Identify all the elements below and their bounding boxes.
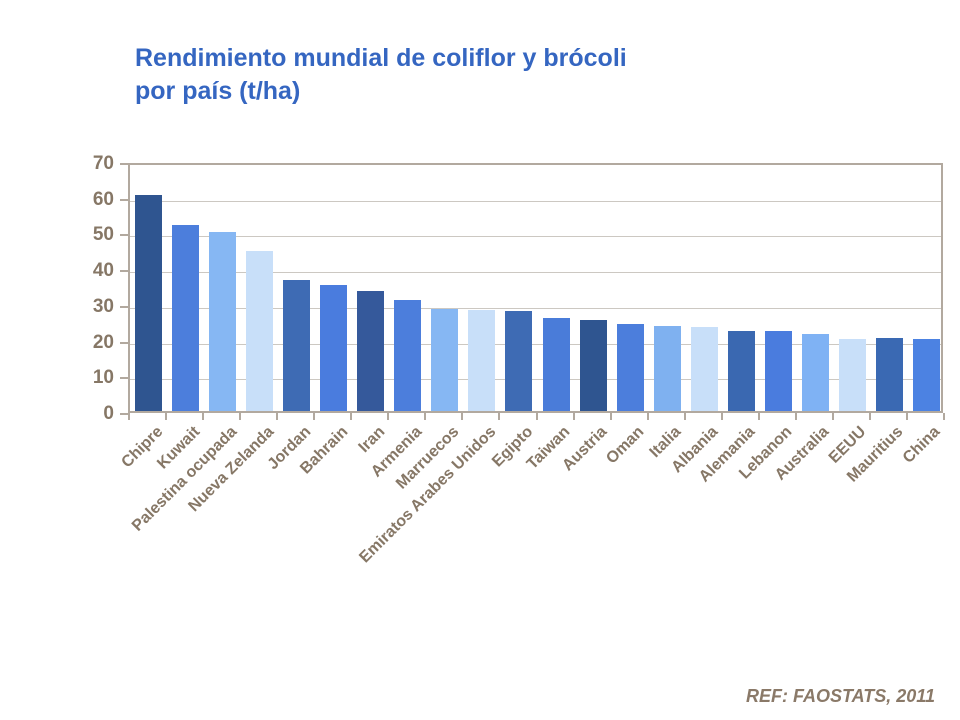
- x-axis-tick: [461, 413, 464, 420]
- y-axis-tick-label: 50: [92, 224, 114, 246]
- gridline: [130, 343, 941, 345]
- y-axis-tick-label: 0: [103, 403, 114, 424]
- bar-mauritius: [875, 338, 903, 411]
- gridline: [130, 379, 941, 381]
- x-axis-tick: [239, 413, 242, 420]
- bar-jordan: [283, 280, 311, 411]
- gridline: [130, 272, 941, 274]
- y-axis-tick: [120, 305, 128, 308]
- x-axis-tick: [276, 413, 279, 420]
- bar-nueva-zelanda: [246, 251, 274, 411]
- y-axis-tick-label: 20: [92, 331, 114, 353]
- y-axis-tick: [120, 163, 128, 165]
- x-axis-tick: [868, 413, 871, 420]
- x-axis-tick: [831, 413, 834, 420]
- plot-area: [128, 163, 943, 413]
- bar-albania: [690, 327, 718, 411]
- x-axis-tick: [572, 413, 575, 420]
- gridline: [130, 200, 941, 202]
- bar-italia: [653, 325, 681, 411]
- bar-eeuu: [838, 338, 866, 411]
- bar-chipre: [135, 194, 163, 411]
- bar-kuwait: [172, 225, 200, 411]
- x-axis-tick: [905, 413, 908, 420]
- y-axis-tick-label: 60: [92, 188, 114, 210]
- x-axis-tick: [165, 413, 168, 420]
- bar-emiratos-arabes-unidos: [468, 309, 496, 411]
- chart-title: Rendimiento mundial de coliflor y brócol…: [135, 44, 627, 105]
- bar-alemania: [727, 331, 755, 411]
- bar-australia: [801, 333, 829, 411]
- x-axis-tick: [350, 413, 353, 420]
- x-axis-tick: [720, 413, 723, 420]
- x-axis-tick: [202, 413, 205, 420]
- y-axis-tick: [120, 341, 128, 344]
- bar-iran: [357, 291, 385, 411]
- bar-palestina-ocupada: [209, 231, 237, 411]
- y-axis-tick: [120, 234, 128, 237]
- y-axis-tick: [120, 198, 128, 201]
- bar-taiwan: [542, 317, 570, 411]
- bar-austria: [579, 319, 607, 411]
- bar-lebanon: [764, 331, 792, 411]
- bar-china: [912, 339, 940, 411]
- bar-bahrain: [320, 284, 348, 411]
- x-axis-tick: [535, 413, 538, 420]
- x-axis-tick: [943, 413, 945, 420]
- x-axis-tick: [757, 413, 760, 420]
- y-axis-tick-label: 70: [92, 153, 114, 174]
- x-axis-tick: [424, 413, 427, 420]
- y-axis-tick: [120, 413, 128, 415]
- bar-oman: [616, 323, 644, 411]
- y-axis-tick: [120, 270, 128, 273]
- x-axis-tick: [387, 413, 390, 420]
- x-axis-tick: [498, 413, 501, 420]
- bar-armenia: [394, 299, 422, 411]
- y-axis-tick: [120, 377, 128, 380]
- x-axis-tick: [683, 413, 686, 420]
- bar-egipto: [505, 311, 533, 411]
- gridline: [130, 236, 941, 238]
- x-axis-tick: [609, 413, 612, 420]
- reference-note: REF: FAOSTATS, 2011: [745, 686, 935, 706]
- y-axis-tick-label: 30: [92, 295, 114, 317]
- gridline: [130, 307, 941, 309]
- y-axis-tick-label: 40: [92, 260, 114, 282]
- x-axis-tick: [794, 413, 797, 420]
- y-axis-tick-label: 10: [92, 367, 114, 389]
- bar-marruecos: [431, 308, 459, 411]
- x-axis-tick: [646, 413, 649, 420]
- x-axis-tick: [128, 413, 130, 420]
- x-axis-tick: [313, 413, 316, 420]
